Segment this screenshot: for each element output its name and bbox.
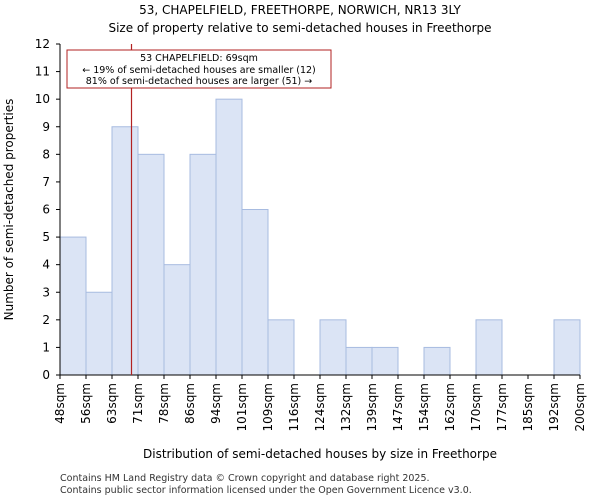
y-axis-label: Number of semi-detached properties — [2, 99, 16, 321]
bar-101sqm — [241, 209, 269, 376]
bar-154sqm — [423, 346, 451, 376]
x-axis-label: Distribution of semi-detached houses by … — [143, 447, 497, 461]
annotation-label-property: 53 CHAPELFIELD: 69sqm — [140, 53, 258, 64]
x-tick-label: 192sqm — [547, 383, 561, 431]
footer-copyright: Contains HM Land Registry data © Crown c… — [60, 473, 430, 484]
x-tick-label: 101sqm — [235, 383, 249, 431]
y-tick-label: 12 — [35, 37, 50, 51]
bar-109sqm — [267, 319, 295, 376]
x-tick-label: 78sqm — [157, 383, 171, 424]
y-tick-label: 5 — [42, 230, 50, 244]
x-tick-label: 162sqm — [443, 383, 457, 431]
x-tick-label: 139sqm — [365, 383, 379, 431]
footer-licence: Contains public sector information licen… — [60, 485, 472, 496]
y-tick-label: 11 — [35, 65, 50, 79]
x-tick-label: 56sqm — [79, 383, 93, 424]
y-tick-label: 4 — [42, 258, 50, 272]
bar-78sqm — [163, 264, 191, 376]
bar-132sqm — [345, 346, 373, 376]
chart-title-address: 53, CHAPELFIELD, FREETHORPE, NORWICH, NR… — [139, 3, 461, 17]
bar-63sqm — [111, 126, 139, 376]
bar-124sqm — [319, 319, 347, 376]
x-tick-label: 109sqm — [261, 383, 275, 431]
bar-170sqm — [475, 319, 503, 376]
y-tick-label: 8 — [42, 147, 50, 161]
bar-71sqm — [137, 153, 165, 376]
x-tick-label: 63sqm — [105, 383, 119, 424]
bar-94sqm — [215, 98, 243, 376]
y-tick-label: 10 — [35, 92, 50, 106]
bar-192sqm — [553, 319, 581, 376]
x-tick-label: 170sqm — [469, 383, 483, 431]
y-tick-label: 6 — [42, 203, 50, 217]
x-tick-label: 154sqm — [417, 383, 431, 431]
y-tick-label: 7 — [42, 175, 50, 189]
x-tick-label: 200sqm — [573, 383, 587, 431]
y-tick-label: 2 — [42, 313, 50, 327]
x-tick-label: 71sqm — [131, 383, 145, 424]
annotation-box — [66, 49, 332, 89]
x-tick-label: 48sqm — [53, 383, 67, 424]
annotation-label-smaller: ← 19% of semi-detached houses are smalle… — [82, 65, 316, 76]
bar-56sqm — [85, 291, 113, 376]
x-tick-label: 185sqm — [521, 383, 535, 431]
bar-139sqm — [371, 346, 399, 376]
y-tick-label: 0 — [42, 368, 50, 382]
x-tick-label: 177sqm — [495, 383, 509, 431]
y-tick-label: 1 — [42, 340, 50, 354]
chart-title: Size of property relative to semi-detach… — [108, 21, 492, 35]
x-tick-label: 147sqm — [391, 383, 405, 431]
x-tick-label: 124sqm — [313, 383, 327, 431]
bar-48sqm — [59, 236, 87, 376]
x-tick-label: 94sqm — [209, 383, 223, 424]
x-tick-label: 132sqm — [339, 383, 353, 431]
annotation-label-larger: 81% of semi-detached houses are larger (… — [86, 76, 313, 87]
bar-86sqm — [189, 153, 217, 376]
x-tick-label: 86sqm — [183, 383, 197, 424]
y-tick-label: 3 — [42, 285, 50, 299]
y-tick-label: 9 — [42, 120, 50, 134]
x-tick-label: 116sqm — [287, 383, 301, 431]
